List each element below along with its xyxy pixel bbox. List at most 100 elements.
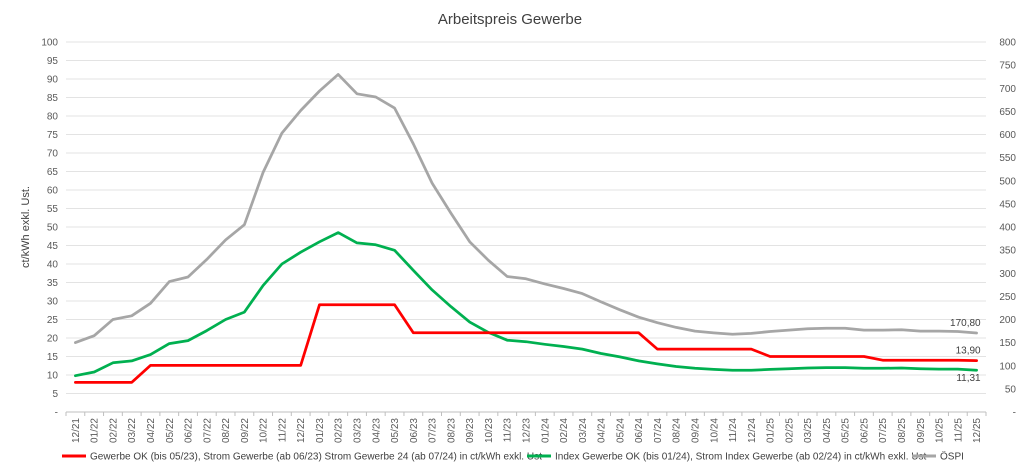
x-axis-ticks: 12/21 01/22 02/22 03/22 04/22 05/22 06/22 07/22…: [65, 412, 987, 443]
x-tick-label: 04/22: [146, 418, 157, 443]
y2-tick-label: 600: [999, 130, 1016, 141]
legend-entry: Index Gewerbe OK (bis 01/24), Strom Inde…: [555, 452, 926, 463]
chart-title: Arbeitspreis Gewerbe: [438, 11, 582, 28]
series-line-2: [74, 73, 978, 344]
y-tick-label: 70: [47, 149, 59, 160]
x-tick-label: 12/21: [71, 418, 82, 443]
end-labels: 13,90 11,31 170,80: [950, 318, 981, 384]
y-axis-ticks: - 5 10 15 20 25 30 35 40 45 50 55 60 65 70 75 80 85 90 95 10…: [41, 38, 58, 419]
x-tick-label: 02/25: [784, 418, 795, 443]
x-tick-label: 04/25: [822, 418, 833, 443]
x-tick-label: 08/24: [672, 418, 683, 443]
y2-tick-label: 800: [999, 38, 1016, 49]
x-tick-label: 08/22: [221, 418, 232, 443]
x-tick-label: 06/23: [409, 418, 420, 443]
y2-tick-label: 750: [999, 61, 1016, 72]
y-tick-label: 25: [47, 315, 59, 326]
y-tick-label: 45: [47, 241, 59, 252]
x-tick-label: 07/22: [202, 418, 213, 443]
x-tick-label: 10/22: [259, 418, 270, 443]
x-tick-label: 06/25: [859, 418, 870, 443]
x-tick-label: 10/23: [484, 418, 495, 443]
end-data-label: 13,90: [956, 346, 981, 357]
x-tick-label: 04/24: [597, 418, 608, 443]
y-tick-label: 90: [47, 75, 59, 86]
series-lines: [74, 73, 978, 384]
x-tick-label: 12/24: [747, 418, 758, 443]
y2-tick-label: 100: [999, 361, 1016, 372]
x-tick-label: 05/22: [165, 418, 176, 443]
y2-tick-label: 350: [999, 246, 1016, 257]
x-tick-label: 03/24: [578, 418, 589, 443]
end-data-label: 170,80: [950, 318, 981, 329]
y-tick-label: 60: [47, 186, 59, 197]
y2-tick-label: 550: [999, 153, 1016, 164]
y-tick-label: 10: [47, 371, 59, 382]
y-tick-label: 40: [47, 260, 59, 271]
y-tick-label: 85: [47, 93, 59, 104]
y2-tick-label: 150: [999, 338, 1016, 349]
x-tick-label: 05/23: [390, 418, 401, 443]
legend: Gewerbe OK (bis 05/23), Strom Gewerbe (a…: [62, 451, 964, 463]
y-tick-label: 100: [41, 38, 58, 49]
end-data-label: 11,31: [956, 373, 981, 384]
x-tick-label: 11/25: [953, 418, 964, 443]
x-tick-label: 11/22: [277, 418, 288, 443]
x-tick-label: 07/25: [878, 418, 889, 443]
x-tick-label: 06/22: [184, 418, 195, 443]
y2-tick-label: 200: [999, 315, 1016, 326]
series-line-1: [74, 231, 978, 378]
legend-entry: Gewerbe OK (bis 05/23), Strom Gewerbe (a…: [90, 452, 542, 463]
y2-tick-label: 300: [999, 269, 1016, 280]
x-tick-label: 11/23: [503, 418, 514, 443]
series-line-0: [74, 303, 978, 384]
x-tick-label: 08/23: [446, 418, 457, 443]
y-tick-label: 20: [47, 334, 59, 345]
y-tick-label: 80: [47, 112, 59, 123]
y-tick-label: -: [55, 408, 58, 419]
x-tick-label: 01/23: [315, 418, 326, 443]
x-tick-label: 02/23: [334, 418, 345, 443]
y2-tick-label: 250: [999, 292, 1016, 303]
y-tick-label: 5: [52, 389, 58, 400]
x-tick-label: 01/25: [766, 418, 777, 443]
x-tick-label: 03/25: [803, 418, 814, 443]
legend-entry: ÖSPI: [940, 451, 964, 463]
x-tick-label: 12/23: [522, 418, 533, 443]
y2-tick-label: 50: [1005, 384, 1017, 395]
y-tick-label: 65: [47, 167, 59, 178]
x-tick-label: 09/25: [916, 418, 927, 443]
x-tick-label: 12/25: [972, 418, 983, 443]
y2-tick-label: 700: [999, 84, 1016, 95]
x-tick-label: 10/24: [709, 418, 720, 443]
x-tick-label: 04/23: [371, 418, 382, 443]
y2-axis-ticks: - 50 100 150 200 250 300 350 400 450 500 550 600 650 7…: [999, 38, 1016, 419]
y2-tick-label: 650: [999, 107, 1016, 118]
y-tick-label: 95: [47, 56, 59, 67]
y-tick-label: 35: [47, 278, 59, 289]
y-tick-label: 50: [47, 223, 59, 234]
x-tick-label: 07/24: [653, 418, 664, 443]
x-tick-label: 01/22: [90, 418, 101, 443]
y2-tick-label: 500: [999, 176, 1016, 187]
x-tick-label: 08/25: [897, 418, 908, 443]
y-tick-label: 15: [47, 352, 59, 363]
gridlines: [66, 41, 986, 413]
x-tick-label: 07/23: [428, 418, 439, 443]
x-tick-label: 03/23: [353, 418, 364, 443]
x-tick-label: 09/22: [240, 418, 251, 443]
x-tick-label: 02/22: [108, 418, 119, 443]
x-tick-label: 05/24: [615, 418, 626, 443]
x-tick-label: 12/22: [296, 418, 307, 443]
y2-tick-label: -: [1013, 408, 1016, 419]
x-tick-label: 01/24: [540, 418, 551, 443]
y2-tick-label: 400: [999, 223, 1016, 234]
x-tick-label: 09/24: [690, 418, 701, 443]
y2-tick-label: 450: [999, 199, 1016, 210]
x-tick-label: 03/22: [127, 418, 138, 443]
y-axis-label: ct/kWh exkl. Ust.: [20, 186, 32, 268]
x-tick-label: 02/24: [559, 418, 570, 443]
